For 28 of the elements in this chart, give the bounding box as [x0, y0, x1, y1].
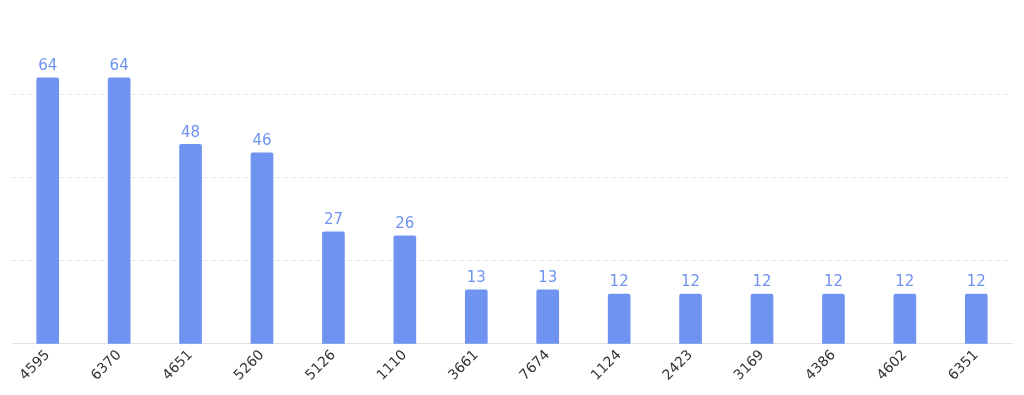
- data-label: 12: [752, 272, 772, 291]
- data-label: 46: [252, 131, 272, 150]
- data-label: 13: [466, 268, 486, 287]
- data-label: 48: [181, 122, 201, 141]
- bar: [607, 293, 631, 344]
- bar: [464, 289, 488, 344]
- bar: [679, 293, 702, 344]
- bar: [750, 293, 774, 344]
- bar: [393, 235, 417, 344]
- bar: [822, 293, 845, 344]
- bar: [893, 293, 917, 344]
- bar: [107, 77, 131, 344]
- bar: [322, 231, 345, 344]
- data-label: 64: [38, 56, 58, 75]
- bar: [536, 289, 560, 344]
- bar: [36, 77, 60, 344]
- data-label: 12: [609, 272, 629, 291]
- data-label: 12: [681, 272, 701, 291]
- data-label: 27: [323, 210, 343, 229]
- data-label: 12: [895, 272, 915, 291]
- bar: [250, 152, 274, 344]
- data-label: 12: [823, 272, 843, 291]
- bar: [964, 293, 988, 344]
- data-label: 13: [538, 268, 558, 287]
- data-label: 12: [966, 272, 986, 291]
- data-label: 26: [395, 214, 415, 233]
- bar: [179, 144, 202, 344]
- data-label: 64: [109, 56, 129, 75]
